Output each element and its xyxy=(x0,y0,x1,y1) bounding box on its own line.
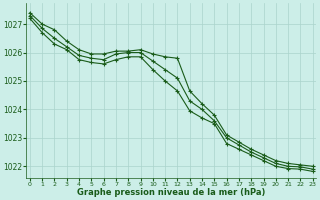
X-axis label: Graphe pression niveau de la mer (hPa): Graphe pression niveau de la mer (hPa) xyxy=(77,188,266,197)
